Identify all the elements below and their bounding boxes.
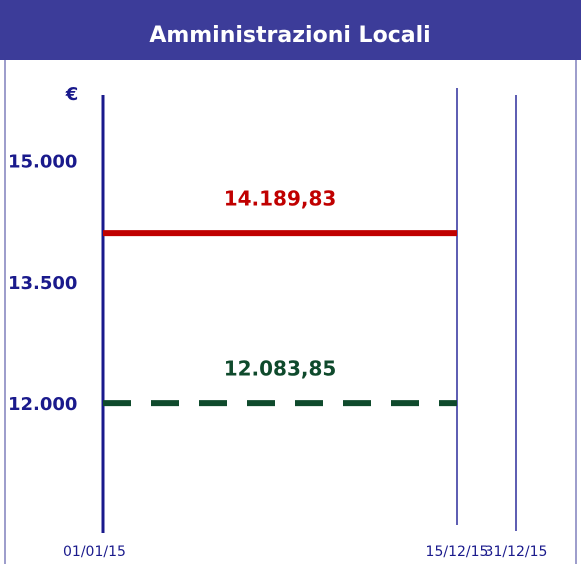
value-label: 12.083,85 (224, 357, 337, 381)
x-tick-label: 01/01/15 (63, 544, 126, 560)
y-tick-label: 15.000 (8, 152, 77, 173)
y-tick-label: 12.000 (8, 394, 77, 415)
x-tick-label: 31/12/15 (485, 544, 548, 560)
y-axis-label: € (65, 84, 79, 105)
value-label: 14.189,83 (224, 187, 337, 211)
chart-title: Amministrazioni Locali (149, 23, 430, 48)
x-tick-label: 15/12/15 (426, 544, 489, 560)
title-bar (0, 0, 581, 60)
y-tick-label: 13.500 (8, 273, 77, 294)
